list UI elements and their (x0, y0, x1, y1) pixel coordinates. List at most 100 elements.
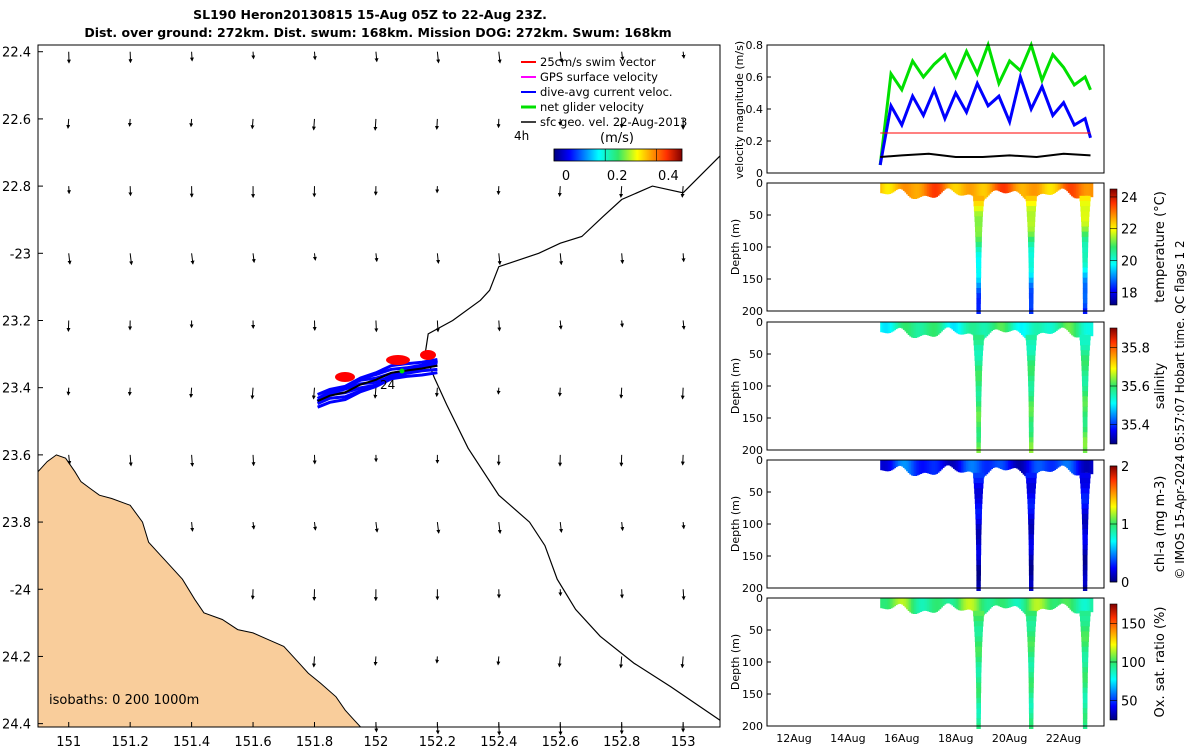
section-cell (898, 460, 901, 466)
section-cell (880, 183, 883, 194)
section-plume-cell (1028, 549, 1034, 556)
section-cell (966, 183, 969, 195)
section-frame (766, 597, 1105, 727)
section-cell (1019, 322, 1023, 334)
section-cell (1029, 183, 1032, 201)
section-plume-cell (976, 267, 982, 274)
map-x-tick-label: 151 (56, 735, 81, 750)
section-plume-cell (1081, 641, 1089, 648)
section-cell (991, 322, 995, 330)
map-y-tick-label: 22.8 (2, 180, 31, 195)
current-arrow (680, 387, 685, 400)
section-cell (1048, 598, 1052, 610)
section-cell (891, 460, 895, 470)
section-plume-cell (1082, 570, 1088, 576)
section-plume-cell (1028, 411, 1034, 418)
section-plume-cell (1028, 544, 1034, 551)
section-cell (1067, 183, 1071, 193)
section-plume-cell (1079, 195, 1091, 202)
section-plume-cell (1081, 236, 1089, 243)
section-plume-cell (1028, 247, 1035, 253)
section-cell (1033, 598, 1037, 613)
section-cell (1082, 322, 1086, 336)
section-cell (1006, 183, 1010, 193)
section-cell (948, 460, 951, 466)
current-arrow (251, 454, 256, 467)
section-plume-cell (976, 293, 981, 299)
section-cell (975, 183, 979, 199)
section-cell (1029, 322, 1032, 340)
section-cell (980, 322, 984, 340)
colorbar-tick-label: 35.4 (1121, 419, 1150, 434)
depth-tick-label: 100 (742, 518, 763, 531)
section-cell (991, 183, 995, 191)
section-cell (1087, 598, 1091, 611)
section-plume-cell (1028, 687, 1034, 694)
current-arrow (620, 253, 625, 265)
section-cell (1045, 598, 1048, 610)
section-cell (898, 322, 901, 328)
section-cell (1021, 460, 1024, 473)
section-cell (1012, 598, 1016, 606)
section-cell (970, 183, 974, 196)
current-arrow (127, 118, 132, 127)
section-plume-cell (1027, 355, 1036, 361)
section-plume-cell (975, 252, 982, 258)
section-cell (972, 460, 976, 474)
section-cell (1001, 183, 1005, 193)
section-cell (1009, 322, 1013, 331)
section-cell (907, 598, 911, 611)
section-plume-cell (976, 682, 982, 689)
section-cell (904, 322, 908, 332)
section-cell (964, 322, 968, 334)
section-cell (1032, 322, 1036, 338)
section-cell (894, 598, 898, 606)
section-plume-cell (976, 575, 981, 581)
section-cell (1042, 460, 1045, 471)
section-cell (914, 183, 917, 199)
section-plume-cell (1081, 355, 1090, 361)
section-cell (1033, 460, 1037, 475)
velocity-y-tick-label: 0.8 (746, 39, 764, 52)
section-cell (1069, 183, 1073, 195)
section-plume-cell (1026, 211, 1036, 217)
section-cell (975, 322, 979, 338)
section-cell (1087, 322, 1091, 335)
section-plume-cell (975, 386, 982, 392)
section-plume-cell (975, 651, 982, 658)
section-plume-cell (1081, 498, 1089, 504)
section-cell (914, 598, 917, 614)
current-arrow (312, 656, 316, 668)
section-plume-cell (1028, 559, 1034, 566)
section-plume-cell (976, 432, 981, 438)
section-cell (1063, 183, 1066, 189)
section-cell (909, 322, 913, 337)
section-cell (1048, 460, 1052, 472)
section-plume-cell (1028, 375, 1035, 382)
section-cell (1011, 322, 1015, 331)
section-cell (1024, 183, 1027, 200)
track-net-velocity (399, 368, 405, 374)
section-cell (1045, 460, 1048, 472)
section-cell (1054, 460, 1058, 469)
section-cell (1058, 183, 1061, 190)
section-plume-cell (1082, 565, 1088, 571)
section-cell (1064, 183, 1068, 190)
section-cell (1037, 322, 1040, 334)
legend-net: net glider velocity (540, 100, 644, 114)
section-cell (944, 183, 948, 189)
section-cell (977, 183, 981, 200)
section-cell (898, 598, 901, 604)
section-plume-cell (1028, 662, 1035, 668)
velocity-y-ticks: 0 0.2 0.4 0.6 0.8 (746, 39, 771, 180)
section-cell (985, 183, 989, 198)
section-plume-cell (976, 718, 981, 724)
section-plume-cell (973, 195, 985, 202)
section-cell (889, 460, 893, 471)
section-cell (930, 598, 934, 613)
section-cell (1014, 183, 1018, 192)
time-tick-label: 18Aug (938, 732, 973, 745)
section-plume-cell (1028, 672, 1034, 678)
section-salinity: 0 50 100 150 200 Depth (m) 35.4 35.6 35.8salinit… (729, 316, 1168, 457)
